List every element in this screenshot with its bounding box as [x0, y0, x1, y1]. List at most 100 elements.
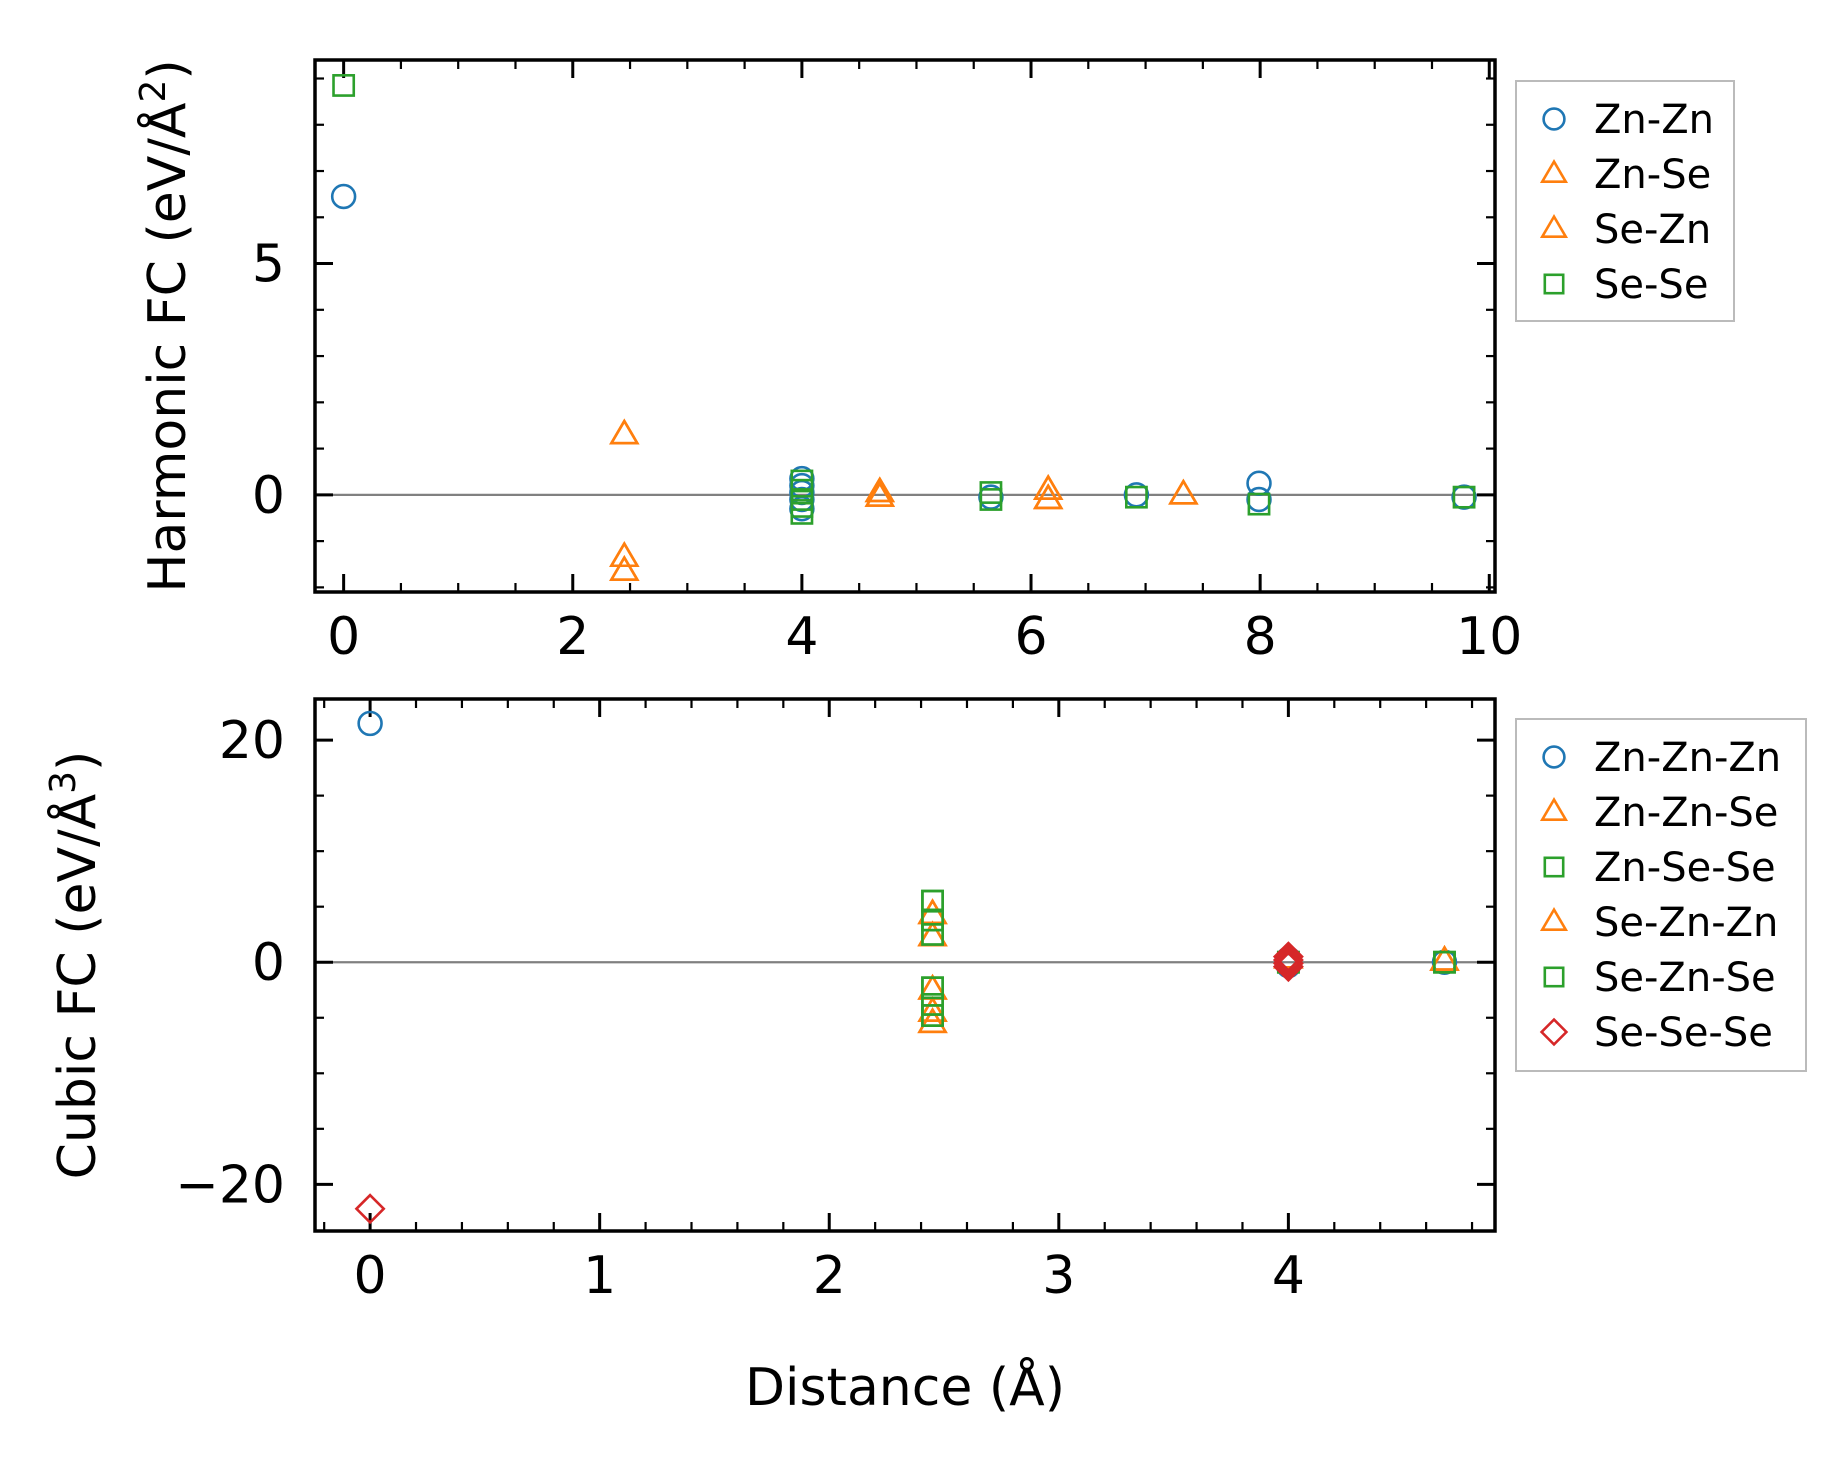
legend-label: Zn-Zn-Se [1594, 790, 1778, 836]
data-point [1124, 485, 1148, 509]
legend-item: Se-Se [1543, 262, 1708, 308]
harmonic-markers [330, 74, 1477, 581]
cubic-ylabel-close: ) [48, 751, 108, 771]
data-point [1272, 944, 1304, 976]
legend-item: Se-Zn-Se [1543, 955, 1776, 1001]
legend-marker [1539, 797, 1569, 821]
legend-item: Zn-Se-Se [1543, 845, 1776, 891]
legend-marker [1539, 907, 1569, 931]
data-point [332, 74, 356, 97]
legend-label: Se-Zn-Zn [1594, 900, 1778, 946]
x-tick-label: 2 [813, 1246, 846, 1306]
harmonic-tick-labels: 0 2 4 6 8 10 0 5 [252, 235, 1522, 667]
legend-label: Zn-Zn [1594, 97, 1714, 143]
cubic-ylabel-main: Cubic FC (eV/Å [46, 793, 108, 1179]
data-point [1168, 478, 1199, 505]
harmonic-ylabel-sup: 2 [133, 80, 174, 103]
legend-label: Se-Se-Se [1594, 1010, 1773, 1056]
data-point [1429, 944, 1460, 971]
legend-marker [1543, 966, 1565, 988]
legend-marker [1542, 745, 1566, 769]
series-Se-Zn [609, 418, 1199, 581]
x-tick-label: 10 [1456, 607, 1522, 667]
data-point [921, 976, 944, 1000]
data-point [1247, 492, 1271, 516]
data-point [357, 710, 383, 737]
x-tick-label: 4 [785, 607, 818, 667]
data-point [1431, 949, 1458, 975]
data-point [921, 889, 944, 913]
legend-marker [1539, 159, 1569, 183]
legend-item: Zn-Zn-Zn [1542, 735, 1781, 781]
data-point [921, 1004, 944, 1027]
x-tick-label: 0 [354, 1246, 387, 1306]
legend-label: Zn-Se [1594, 152, 1711, 198]
legend-label: Se-Zn-Se [1594, 955, 1776, 1001]
data-point [609, 554, 640, 581]
x-tick-label: 0 [327, 607, 360, 667]
legend-marker [1543, 856, 1565, 878]
legend-marker [1543, 273, 1565, 295]
harmonic-legend: Zn-Zn Zn-Se Se-Zn Se-Se [1515, 80, 1735, 322]
harmonic-ylabel-main: Harmonic FC (eV/Å [136, 102, 198, 593]
legend-marker [1539, 1017, 1569, 1047]
data-point [979, 488, 1003, 511]
legend-item: Se-Zn-Zn [1539, 900, 1778, 946]
x-tick-label: 6 [1014, 607, 1047, 667]
data-point [1451, 484, 1477, 510]
x-tick-label: 2 [556, 607, 589, 667]
legend-marker [1539, 214, 1569, 238]
data-point [1272, 951, 1304, 983]
data-point [917, 1007, 948, 1034]
y-tick-label: 20 [219, 711, 285, 771]
legend-item: Zn-Zn [1542, 97, 1714, 143]
series-Se-Se [332, 74, 1476, 525]
cubic-major-ticks [315, 699, 1495, 1231]
legend-marker [1542, 107, 1566, 131]
y-tick-label: −20 [175, 1155, 285, 1215]
series-Se-Se-Se [354, 941, 1304, 1225]
data-point [917, 995, 948, 1022]
harmonic-plot-frame [313, 58, 1497, 594]
legend-label: Zn-Zn-Zn [1594, 735, 1781, 781]
legend-label: Zn-Se-Se [1594, 845, 1776, 891]
data-point [790, 501, 814, 525]
harmonic-ylabel: Harmonic FC (eV/Å2) [133, 59, 198, 592]
data-point [609, 541, 640, 568]
legend-label: Se-Zn [1594, 207, 1711, 253]
data-point [864, 476, 896, 503]
data-point [921, 923, 944, 946]
harmonic-ylabel-close: ) [138, 59, 198, 79]
cubic-plot-frame [313, 697, 1497, 1233]
x-tick-label: 1 [583, 1246, 616, 1306]
data-point [609, 418, 640, 445]
data-point [789, 486, 815, 513]
data-point [1272, 947, 1304, 979]
harmonic-legend-box [1515, 80, 1735, 322]
harmonic-major-ticks [315, 60, 1495, 592]
data-point [1272, 941, 1304, 973]
data-point [1452, 485, 1476, 509]
y-tick-label: 0 [252, 466, 285, 526]
legend-item: Zn-Se [1539, 152, 1711, 198]
x-tick-label: 3 [1042, 1246, 1075, 1306]
cubic-xlabel: Distance (Å) [745, 1356, 1065, 1418]
y-tick-label: 0 [252, 933, 285, 993]
legend-item: Se-Se-Se [1539, 1010, 1773, 1056]
data-point [354, 1193, 386, 1225]
data-point [330, 183, 357, 210]
legend-label: Se-Se [1594, 262, 1708, 308]
x-tick-label: 4 [1272, 1246, 1305, 1306]
cubic-ylabel-sup: 3 [43, 771, 84, 794]
cubic-markers [354, 710, 1460, 1225]
cubic-ylabel: Cubic FC (eV/Å3) [43, 751, 108, 1180]
cubic-legend: Zn-Zn-Zn Zn-Zn-Se Zn-Se-Se Se-Zn-Zn Se-Zn-Se… [1515, 718, 1807, 1072]
data-point [1032, 483, 1064, 510]
data-point [1246, 486, 1272, 513]
cubic-tick-labels: 0 1 2 3 4 −20 0 20 [175, 711, 1305, 1306]
cubic-legend-box [1515, 718, 1807, 1072]
data-point [1032, 474, 1064, 500]
legend-item: Zn-Zn-Se [1539, 790, 1778, 836]
